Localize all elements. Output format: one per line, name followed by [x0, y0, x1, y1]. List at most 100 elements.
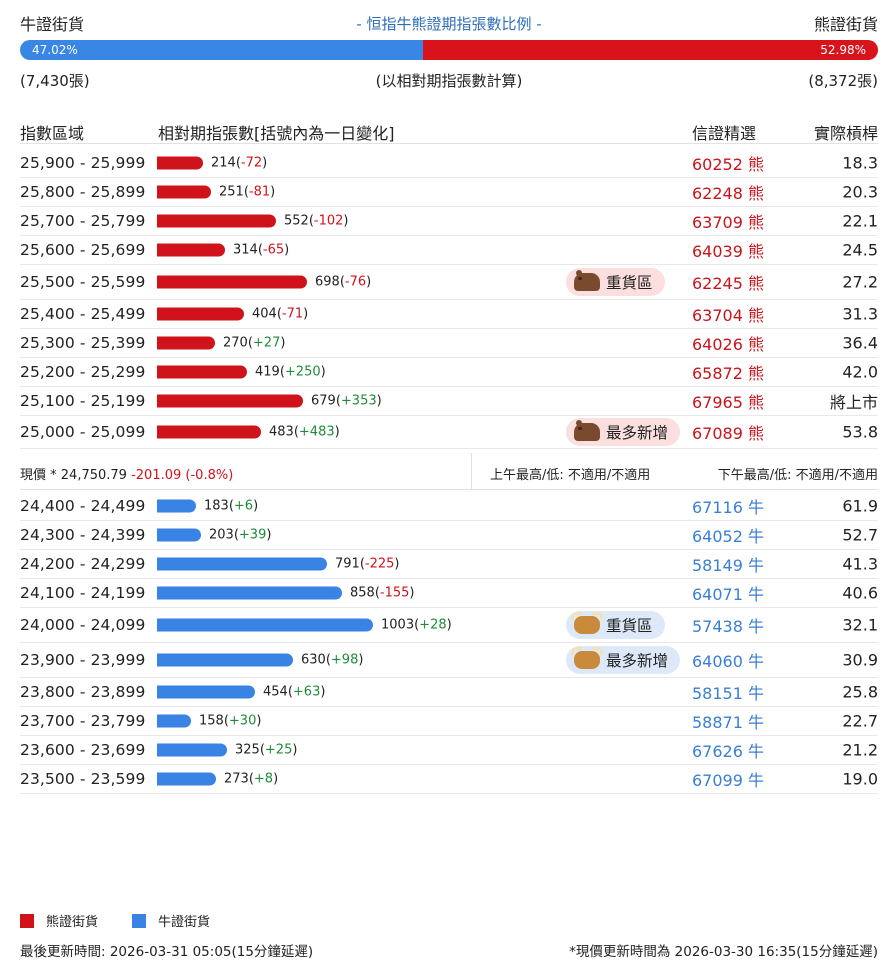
bear-row[interactable]: 25,400 - 25,499 404(-71) 63704 熊 31.3 [20, 300, 878, 329]
volume-value: 483(+483) [269, 424, 340, 440]
bull-legend-swatch [132, 913, 147, 928]
bear-row[interactable]: 25,800 - 25,899 251(-81) 62248 熊 20.3 [20, 178, 878, 207]
bear-row[interactable]: 25,600 - 25,699 314(-65) 64039 熊 24.5 [20, 236, 878, 265]
index-range: 25,000 - 25,099 [20, 423, 146, 441]
bull-row[interactable]: 24,300 - 24,399 203(+39) 64052 牛 52.7 [20, 521, 878, 550]
bear-legend-swatch [20, 913, 34, 928]
warrant-pick[interactable]: 67965 熊 [692, 389, 764, 413]
bull-row[interactable]: 23,800 - 23,899 454(+63) 58151 牛 25.8 [20, 678, 878, 707]
current-price-bar: 現價 * 24,750.79 -201.09 (-0.8%) 上午最高/低: 不… [20, 453, 878, 490]
column-header-volume: 相對期指張數[括號內為一日變化] [158, 124, 395, 143]
warrant-code[interactable]: 63709 [692, 213, 743, 232]
bull-tag: 最多新增 [566, 646, 681, 674]
warrant-code[interactable]: 64071 [692, 585, 743, 604]
warrant-code[interactable]: 63704 [692, 306, 743, 325]
bull-row[interactable]: 23,700 - 23,799 158(+30) 58871 牛 22.7 [20, 707, 878, 736]
warrant-kind: 熊 [748, 154, 765, 174]
warrant-code[interactable]: 62245 [692, 274, 743, 293]
warrant-code[interactable]: 64052 [692, 527, 743, 546]
warrant-code[interactable]: 64039 [692, 242, 743, 261]
warrant-code[interactable]: 58871 [692, 713, 743, 732]
bull-row[interactable]: 23,900 - 23,999 630(+98) 最多新增 64060 牛 30.9 [20, 643, 878, 678]
bull-row[interactable]: 24,400 - 24,499 183(+6) 67116 牛 61.9 [20, 491, 878, 521]
warrant-pick[interactable]: 64060 牛 [692, 648, 764, 672]
bull-row[interactable]: 24,200 - 24,299 791(-225) 58149 牛 41.3 [20, 550, 878, 579]
legend: 熊證街貨 牛證街貨 [20, 911, 244, 930]
bear-row[interactable]: 25,200 - 25,299 419(+250) 65872 熊 42.0 [20, 358, 878, 387]
daily-change: -155 [379, 585, 410, 601]
warrant-code[interactable]: 67099 [692, 771, 743, 790]
bull-row[interactable]: 24,000 - 24,099 1003(+28) 重貨區 57438 牛 32.1 [20, 608, 878, 643]
warrant-pick[interactable]: 57438 牛 [692, 613, 764, 637]
warrant-kind: 牛 [748, 742, 765, 761]
volume-value: 314(-65) [233, 242, 290, 258]
bear-row[interactable]: 25,500 - 25,599 698(-76) 重貨區 62245 熊 27.2 [20, 265, 878, 300]
warrant-code[interactable]: 65872 [692, 364, 743, 383]
index-range: 23,700 - 23,799 [20, 712, 146, 730]
warrant-pick[interactable]: 58871 牛 [692, 709, 764, 733]
volume-value: 791(-225) [335, 556, 400, 572]
bear-tag: 重貨區 [566, 268, 665, 296]
warrant-pick[interactable]: 58149 牛 [692, 552, 764, 576]
volume-value: 698(-76) [315, 274, 372, 290]
actual-leverage: 36.4 [842, 333, 878, 353]
warrant-code[interactable]: 67626 [692, 742, 743, 761]
warrant-pick[interactable]: 60252 熊 [692, 151, 764, 175]
warrant-pick[interactable]: 63704 熊 [692, 302, 764, 326]
warrant-code[interactable]: 58149 [692, 556, 743, 575]
warrant-code[interactable]: 62248 [692, 184, 743, 203]
warrant-code[interactable]: 64060 [692, 652, 743, 671]
warrant-pick[interactable]: 67099 牛 [692, 767, 764, 791]
warrant-pick[interactable]: 67089 熊 [692, 420, 764, 444]
warrant-pick[interactable]: 63709 熊 [692, 209, 764, 233]
actual-leverage: 30.9 [842, 650, 878, 670]
warrant-code[interactable]: 60252 [692, 154, 743, 174]
bear-row[interactable]: 25,100 - 25,199 679(+353) 67965 熊 將上市 [20, 387, 878, 416]
volume-bar [157, 185, 211, 199]
volume-value: 270(+27) [223, 335, 286, 351]
warrant-pick[interactable]: 62245 熊 [692, 270, 764, 294]
bull-tag: 重貨區 [566, 611, 665, 639]
bull-row[interactable]: 23,500 - 23,599 273(+8) 67099 牛 19.0 [20, 765, 878, 794]
volume-bar [157, 365, 247, 379]
warrant-pick[interactable]: 62248 熊 [692, 180, 764, 204]
index-range: 25,100 - 25,199 [20, 392, 146, 410]
volume-bar [157, 214, 276, 228]
contracts-count: 679 [311, 393, 336, 409]
contracts-count: 698 [315, 274, 340, 290]
warrant-code[interactable]: 58151 [692, 684, 743, 703]
actual-leverage: 41.3 [842, 554, 878, 574]
warrant-pick[interactable]: 64039 熊 [692, 238, 764, 262]
column-header-leverage: 實際槓桿 [813, 124, 878, 143]
warrant-code[interactable]: 67089 [692, 424, 743, 443]
warrant-pick[interactable]: 67626 牛 [692, 738, 764, 762]
bull-row[interactable]: 24,100 - 24,199 858(-155) 64071 牛 40.6 [20, 579, 878, 608]
actual-leverage: 53.8 [842, 422, 878, 442]
contracts-count: 251 [219, 184, 244, 200]
bear-row[interactable]: 25,300 - 25,399 270(+27) 64026 熊 36.4 [20, 329, 878, 358]
volume-value: 158(+30) [199, 713, 262, 729]
warrant-code[interactable]: 57438 [692, 617, 743, 636]
bull-row[interactable]: 23,600 - 23,699 325(+25) 67626 牛 21.2 [20, 736, 878, 765]
contracts-count: 183 [204, 498, 229, 513]
daily-change: -225 [364, 556, 395, 572]
warrant-code[interactable]: 67116 [692, 497, 743, 517]
warrant-kind: 牛 [748, 527, 765, 546]
warrant-kind: 牛 [748, 652, 765, 671]
bear-row[interactable]: 25,700 - 25,799 552(-102) 63709 熊 22.1 [20, 207, 878, 236]
warrant-pick[interactable]: 65872 熊 [692, 360, 764, 384]
warrant-code[interactable]: 64026 [692, 335, 743, 354]
bear-ratio-segment: 52.98% [423, 40, 878, 60]
actual-leverage: 20.3 [842, 182, 878, 202]
warrant-pick[interactable]: 64026 熊 [692, 331, 764, 355]
volume-value: 183(+6) [204, 498, 259, 513]
bear-row[interactable]: 25,900 - 25,999 214(-72) 60252 熊 18.3 [20, 148, 878, 178]
bear-row[interactable]: 25,000 - 25,099 483(+483) 最多新增 67089 熊 53.8 [20, 416, 878, 449]
bull-bear-ratio-bar: 47.02% 52.98% [20, 40, 878, 60]
warrant-pick[interactable]: 58151 牛 [692, 680, 764, 704]
bull-heading: 牛證街貨 [20, 15, 85, 34]
warrant-pick[interactable]: 64052 牛 [692, 523, 764, 547]
warrant-code[interactable]: 67965 [692, 393, 743, 412]
warrant-pick[interactable]: 64071 牛 [692, 581, 764, 605]
warrant-pick[interactable]: 67116 牛 [692, 494, 764, 518]
